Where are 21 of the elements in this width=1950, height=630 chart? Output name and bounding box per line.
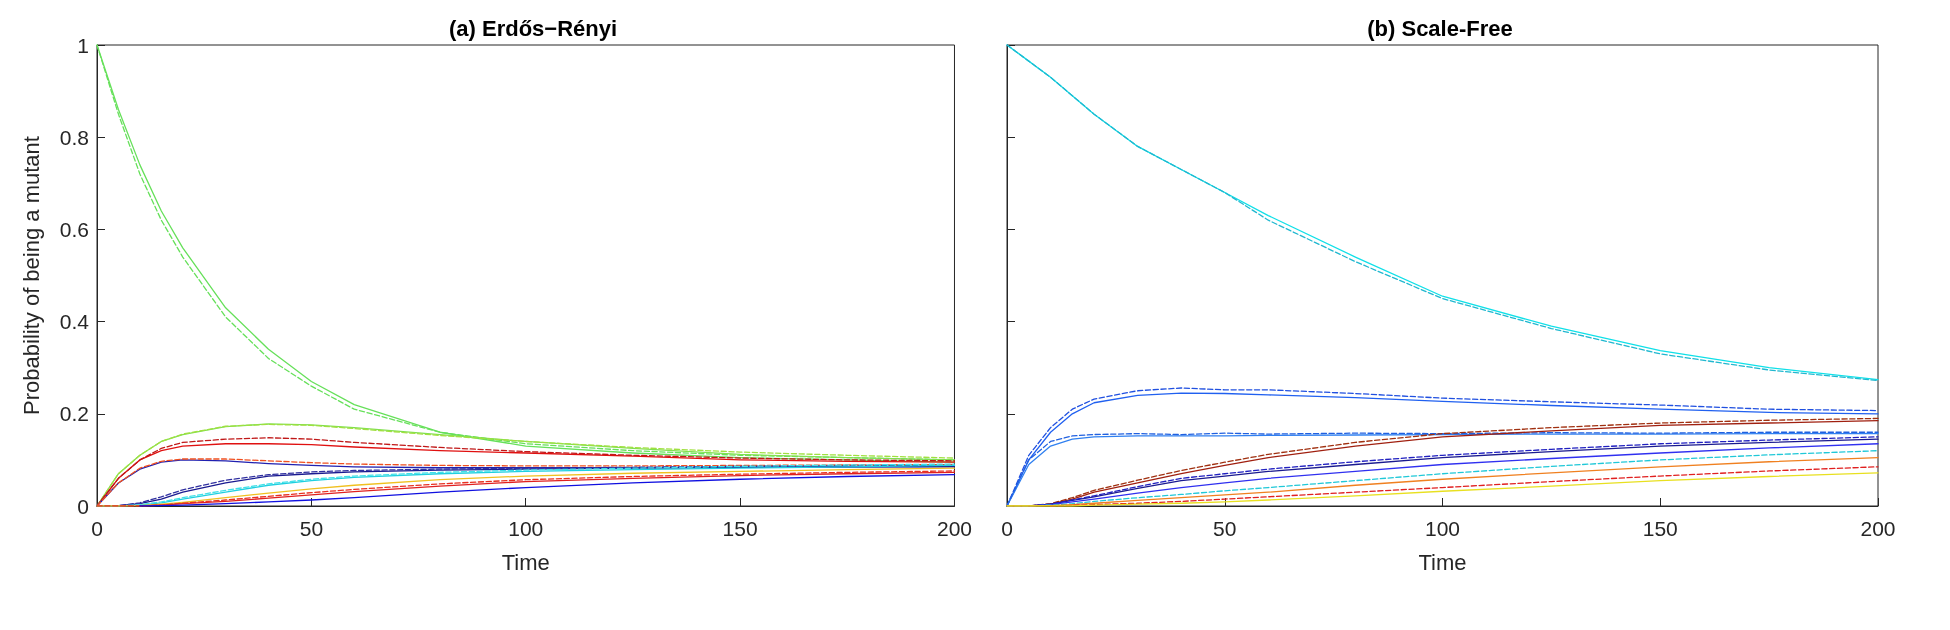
chart-title: (a) Erdős−Rényi (448, 15, 618, 41)
x-tick-label: 200 (936, 517, 972, 540)
y-tick-label: 0.4 (59, 310, 90, 334)
x-axis-title: Time (1418, 549, 1467, 575)
x-tick-label: 150 (1642, 517, 1678, 540)
y-tick-label: 0.2 (59, 402, 89, 426)
x-tick-label: 200 (1860, 517, 1896, 540)
x-tick-label: 50 (299, 517, 324, 540)
chart-title: (b) Scale-Free (1367, 15, 1513, 41)
x-tick-label: 0 (91, 517, 103, 540)
x-tick-label: 100 (508, 517, 544, 540)
x-tick-label: 0 (1001, 517, 1013, 540)
x-tick-label: 50 (1213, 517, 1237, 540)
x-tick-label: 100 (1424, 517, 1461, 540)
y-axis-title: Probability of being a mutant (18, 136, 44, 415)
y-tick-label: 1 (77, 33, 89, 57)
x-tick-label: 150 (722, 517, 758, 540)
y-tick-label: 0 (77, 494, 89, 518)
y-tick-label: 0.6 (59, 217, 89, 241)
y-tick-label: 0.8 (59, 125, 89, 149)
x-axis-title: Time (501, 549, 550, 575)
